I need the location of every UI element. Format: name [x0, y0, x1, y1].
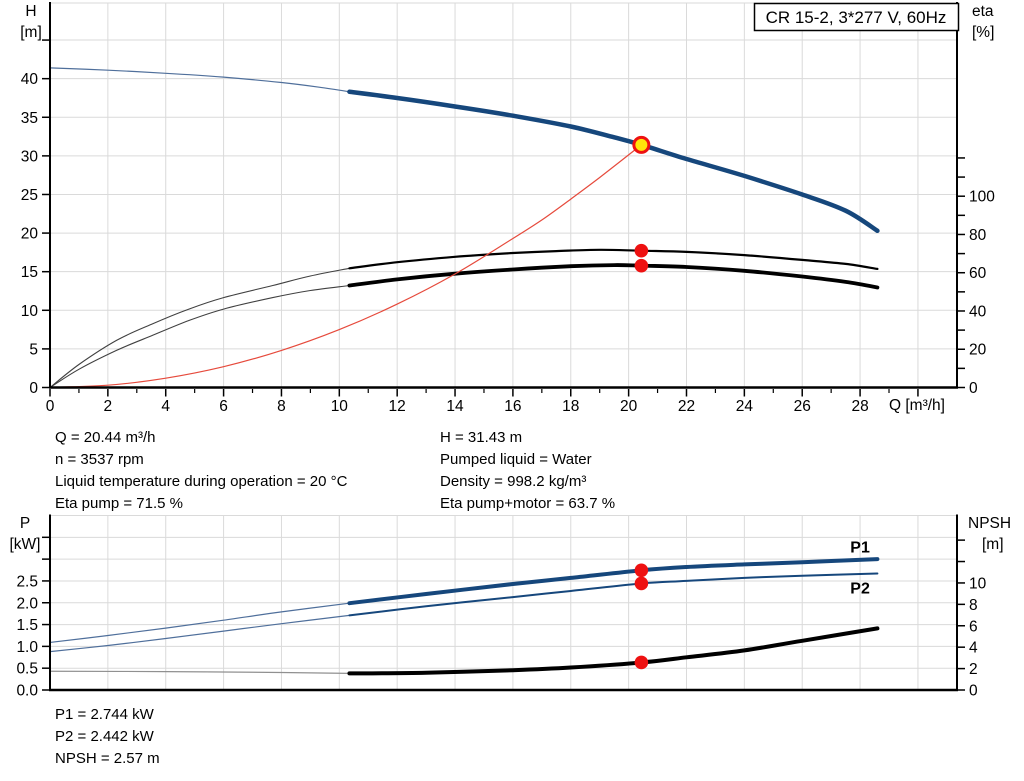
pump-title-box: CR 15-2, 3*277 V, 60Hz [753, 2, 960, 32]
curve-label-p1: P1 [850, 539, 870, 556]
flow-axis-label: Q [m³/h] [889, 397, 945, 414]
left-tick-label: 15 [21, 264, 38, 281]
curve-eta-pump-motor-out-of-range [49, 284, 350, 389]
power-axis-unit: [kW] [10, 536, 41, 553]
x-tick-label: 6 [219, 398, 228, 415]
right-tick-label: 40 [969, 303, 987, 320]
x-tick-label: 22 [678, 398, 695, 415]
left-tick-label: 0.5 [16, 661, 38, 678]
left-tick-label: 10 [21, 303, 39, 320]
curve-eta-pump [348, 248, 879, 270]
duty-point-dot [634, 243, 649, 258]
left-tick-label: 30 [21, 148, 39, 165]
x-tick-label: 24 [736, 398, 754, 415]
curve-qh [347, 89, 880, 234]
x-tick-label: 28 [851, 398, 868, 415]
x-tick-label: 4 [161, 398, 170, 415]
right-tick-label: 20 [969, 342, 987, 359]
info-line: Eta pump+motor = 63.7 % [440, 495, 616, 512]
info-line: P1 = 2.744 kW [55, 706, 154, 723]
left-tick-label: 1.0 [16, 639, 38, 656]
x-tick-label: 16 [504, 398, 521, 415]
npsh-axis-unit: [m] [982, 536, 1004, 553]
right-tick-label: 0 [969, 380, 978, 397]
eta-axis-title: eta [972, 3, 994, 20]
right-tick-label: 4 [969, 640, 978, 657]
duty-point-dot [634, 576, 649, 591]
left-tick-label: 2.5 [16, 573, 38, 590]
info-line: Pumped liquid = Water [440, 451, 592, 468]
npsh-axis-title: NPSH [968, 515, 1011, 532]
info-line: Liquid temperature during operation = 20… [55, 473, 348, 490]
left-tick-label: 0.0 [16, 683, 38, 700]
x-tick-label: 10 [331, 398, 349, 415]
left-tick-label: 2.0 [16, 595, 38, 612]
right-tick-label: 2 [969, 661, 978, 678]
x-tick-label: 12 [389, 398, 406, 415]
head-axis-title: H [25, 3, 36, 20]
info-line: Eta pump = 71.5 % [55, 495, 183, 512]
right-tick-label: 10 [969, 575, 987, 592]
left-tick-label: 1.5 [16, 617, 38, 634]
left-tick-label: 40 [21, 71, 39, 88]
curve-eta-pump-out-of-range [49, 267, 350, 389]
left-tick-label: 0 [29, 380, 38, 397]
right-tick-label: 0 [969, 683, 978, 700]
right-tick-label: 6 [969, 618, 978, 635]
curve-npsh-out-of-range [49, 670, 350, 674]
head-axis-unit: [m] [20, 24, 42, 41]
left-tick-label: 25 [21, 187, 38, 204]
curve-eta-pump-motor [347, 263, 880, 290]
duty-point-marker [632, 135, 651, 154]
right-tick-label: 80 [969, 227, 987, 244]
x-tick-label: 14 [446, 398, 464, 415]
x-tick-label: 26 [794, 398, 811, 415]
x-tick-label: 0 [46, 398, 55, 415]
duty-point-dot [634, 655, 649, 670]
x-tick-label: 2 [104, 398, 113, 415]
info-line: P2 = 2.442 kW [55, 728, 154, 745]
curve-system-curve [49, 144, 642, 388]
left-tick-label: 35 [21, 110, 38, 127]
pump-title: CR 15-2, 3*277 V, 60Hz [766, 8, 947, 27]
curve-p2-out-of-range [49, 614, 350, 653]
curve-p1-out-of-range [49, 602, 350, 644]
operating-data-right: H = 31.43 m Pumped liquid = Water Density … [440, 427, 615, 515]
curve-npsh [347, 626, 880, 676]
right-tick-label: 60 [969, 265, 987, 282]
info-line: Density = 998.2 kg/m³ [440, 473, 587, 490]
x-tick-label: 18 [562, 398, 579, 415]
curve-qh-out-of-range [49, 67, 350, 93]
info-line: n = 3537 rpm [55, 451, 144, 468]
info-line: H = 31.43 m [440, 429, 523, 446]
power-npsh-data: P1 = 2.744 kW P2 = 2.442 kW NPSH = 2.57 m [55, 703, 160, 769]
title-box-border [753, 2, 960, 32]
left-tick-label: 20 [21, 226, 39, 243]
power-npsh-chart: 0.0 0.5 1.0 1.5 2.0 2.5 0 2 4 6 8 10 P1 P2 [16, 514, 987, 700]
duty-point-dot [634, 563, 649, 578]
x-tick-label: 20 [620, 398, 638, 415]
left-tick-label: 5 [29, 341, 38, 358]
x-tick-label: 8 [277, 398, 286, 415]
curve-label-p2: P2 [850, 580, 870, 597]
power-axis-title: P [20, 515, 30, 532]
right-tick-label: 100 [969, 189, 995, 206]
info-line: Q = 20.44 m³/h [55, 429, 156, 446]
right-tick-label: 8 [969, 597, 978, 614]
info-line: NPSH = 2.57 m [55, 750, 160, 767]
operating-data-left: Q = 20.44 m³/h n = 3537 rpm Liquid tempera… [55, 427, 347, 515]
duty-point-dot [634, 258, 649, 273]
eta-axis-unit: [%] [972, 24, 994, 41]
